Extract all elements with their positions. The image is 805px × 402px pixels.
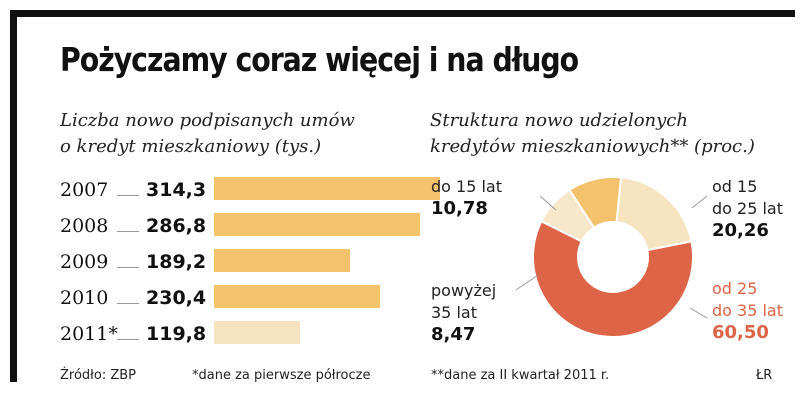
- leader-over-35: [515, 274, 539, 291]
- bar-category-label: 2007: [60, 179, 109, 201]
- slice-label-under-15: do 15 lat 10,78: [431, 176, 502, 220]
- source-note: Źródło: ZBP: [60, 368, 136, 383]
- bar-subtitle-line2: o kredyt mieszkaniowy (tys.): [60, 136, 322, 157]
- bar-category-label: 2011*: [60, 323, 118, 345]
- leader-line: [117, 339, 139, 340]
- footnote-q2: **dane za II kwartał 2011 r.: [431, 368, 610, 383]
- slice-label-25-35-value: 60,50: [712, 322, 769, 343]
- slice-label-over-35-line2: 35 lat: [431, 303, 477, 322]
- bar-value-label: 286,8: [146, 215, 207, 237]
- leader-under-15: [539, 195, 557, 211]
- bar-row: 2010 230,4: [60, 283, 400, 313]
- donut-subtitle-line2: kredytów mieszkaniowych** (proc.): [430, 136, 755, 157]
- slice-label-15-25-line1: od 15: [712, 177, 758, 196]
- leader-line: [117, 231, 139, 232]
- slice-label-15-25-value: 20,26: [712, 220, 769, 241]
- bar: [214, 177, 440, 200]
- leader-line: [117, 303, 139, 304]
- slice-label-under-15-value: 10,78: [431, 198, 488, 219]
- bar: [214, 249, 351, 272]
- bar: [214, 285, 380, 308]
- slice-15-25: [615, 176, 693, 252]
- slice-label-15-25-line2: do 25 lat: [712, 199, 783, 218]
- bar-row: 2009 189,2: [60, 247, 400, 277]
- donut-subtitle-line1: Struktura nowo udzielonych: [430, 110, 688, 131]
- bar-chart-subtitle: Liczba nowo podpisanych umów o kredyt mi…: [60, 108, 355, 160]
- bar-subtitle-line1: Liczba nowo podpisanych umów: [60, 110, 355, 131]
- slice-label-over-35: powyżej 35 lat 8,47: [431, 280, 496, 346]
- bar-value-label: 119,8: [146, 323, 207, 345]
- leader-line: [117, 267, 139, 268]
- chart-title: Pożyczamy coraz więcej i na długo: [60, 40, 579, 79]
- leader-15-25: [691, 195, 708, 209]
- slice-over-35: [540, 188, 596, 243]
- bar-row: 2011* 119,8: [60, 319, 400, 349]
- bar-value-label: 189,2: [146, 251, 207, 273]
- slice-label-over-35-value: 8,47: [431, 324, 476, 345]
- bar-value-label: 314,3: [146, 179, 207, 201]
- slice-label-25-35-line1: od 25: [712, 279, 758, 298]
- bar-category-label: 2010: [60, 287, 109, 309]
- author-initials: ŁR: [756, 368, 773, 383]
- frame-top-rule: [10, 10, 795, 17]
- frame-left-rule: [10, 10, 17, 382]
- bar-category-label: 2008: [60, 215, 109, 237]
- bar: [214, 321, 301, 344]
- leader-line: [117, 195, 139, 196]
- slice-label-under-15-name: do 15 lat: [431, 177, 502, 196]
- bar-value-label: 230,4: [146, 287, 207, 309]
- slice-label-over-35-line1: powyżej: [431, 281, 497, 300]
- slice-25-35: [532, 219, 694, 338]
- leader-25-35: [689, 307, 708, 319]
- bar: [214, 213, 421, 236]
- bar-category-label: 2009: [60, 251, 109, 273]
- bar-row: 2008 286,8: [60, 211, 421, 241]
- slice-label-25-35-line2: do 35 lat: [712, 301, 783, 320]
- slice-label-25-35: od 25 do 35 lat 60,50: [712, 278, 783, 344]
- slice-label-15-25: od 15 do 25 lat 20,26: [712, 176, 783, 242]
- bar-row: 2007 314,3: [60, 175, 440, 205]
- footnote-half-year: *dane za pierwsze półrocze: [192, 368, 371, 383]
- donut-chart-subtitle: Struktura nowo udzielonych kredytów mies…: [430, 108, 755, 160]
